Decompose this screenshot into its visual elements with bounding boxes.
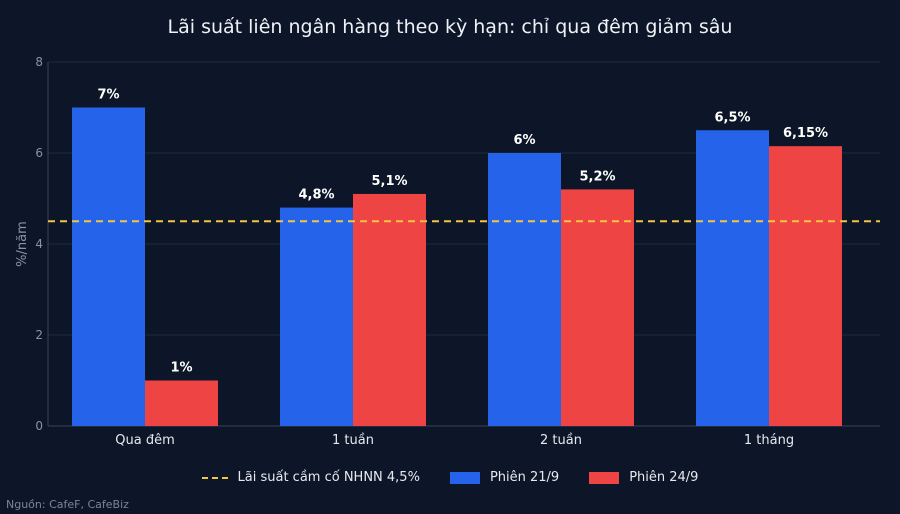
legend-item-series-2: Phiên 24/9 <box>589 470 698 485</box>
chart-legend: Lãi suất cầm cố NHNN 4,5% Phiên 21/9 Phi… <box>0 470 900 485</box>
legend-swatch-reference-line <box>201 476 228 479</box>
y-tick-label: 0 <box>35 419 43 433</box>
bar-1-1 <box>72 107 145 426</box>
legend-label-series-1: Phiên 21/9 <box>489 470 560 485</box>
data-label: 5,2% <box>579 169 615 184</box>
legend-item-reference-line: Lãi suất cầm cố NHNN 4,5% <box>201 470 420 485</box>
y-axis-label: %/năm <box>15 221 30 267</box>
data-label: 1% <box>170 361 192 376</box>
bar-1-3 <box>488 153 561 426</box>
data-label: 5,1% <box>371 174 407 189</box>
bar-2-1 <box>145 380 218 426</box>
data-label: 7% <box>97 88 119 103</box>
legend-swatch-series-2 <box>589 471 620 484</box>
chart-title: Lãi suất liên ngân hàng theo kỳ hạn: chỉ… <box>167 16 733 38</box>
bar-1-2 <box>280 207 353 426</box>
bar-1-4 <box>696 130 769 426</box>
y-tick-label: 6 <box>35 146 43 160</box>
y-tick-label: 8 <box>35 55 43 69</box>
legend-swatch-series-1 <box>449 471 480 484</box>
x-tick-label: Qua đêm <box>115 433 174 448</box>
y-tick-label: 2 <box>35 328 43 342</box>
data-label: 6,5% <box>714 110 750 125</box>
x-tick-label: 1 tuần <box>332 433 374 448</box>
data-label: 6% <box>513 133 535 148</box>
legend-item-series-1: Phiên 21/9 <box>449 470 560 485</box>
source-note: Nguồn: CafeF, CafeBiz <box>6 498 129 511</box>
x-tick-label: 2 tuần <box>540 433 582 448</box>
bar-2-4 <box>769 146 842 427</box>
data-label: 6,15% <box>783 126 828 141</box>
data-label: 4,8% <box>298 188 334 203</box>
bar-2-3 <box>561 189 634 426</box>
y-tick-label: 4 <box>35 237 43 251</box>
bar-2-2 <box>353 193 426 426</box>
x-tick-label: 1 tháng <box>744 433 794 448</box>
legend-label-series-2: Phiên 24/9 <box>629 470 699 485</box>
legend-label-reference-line: Lãi suất cầm cố NHNN 4,5% <box>237 470 420 485</box>
